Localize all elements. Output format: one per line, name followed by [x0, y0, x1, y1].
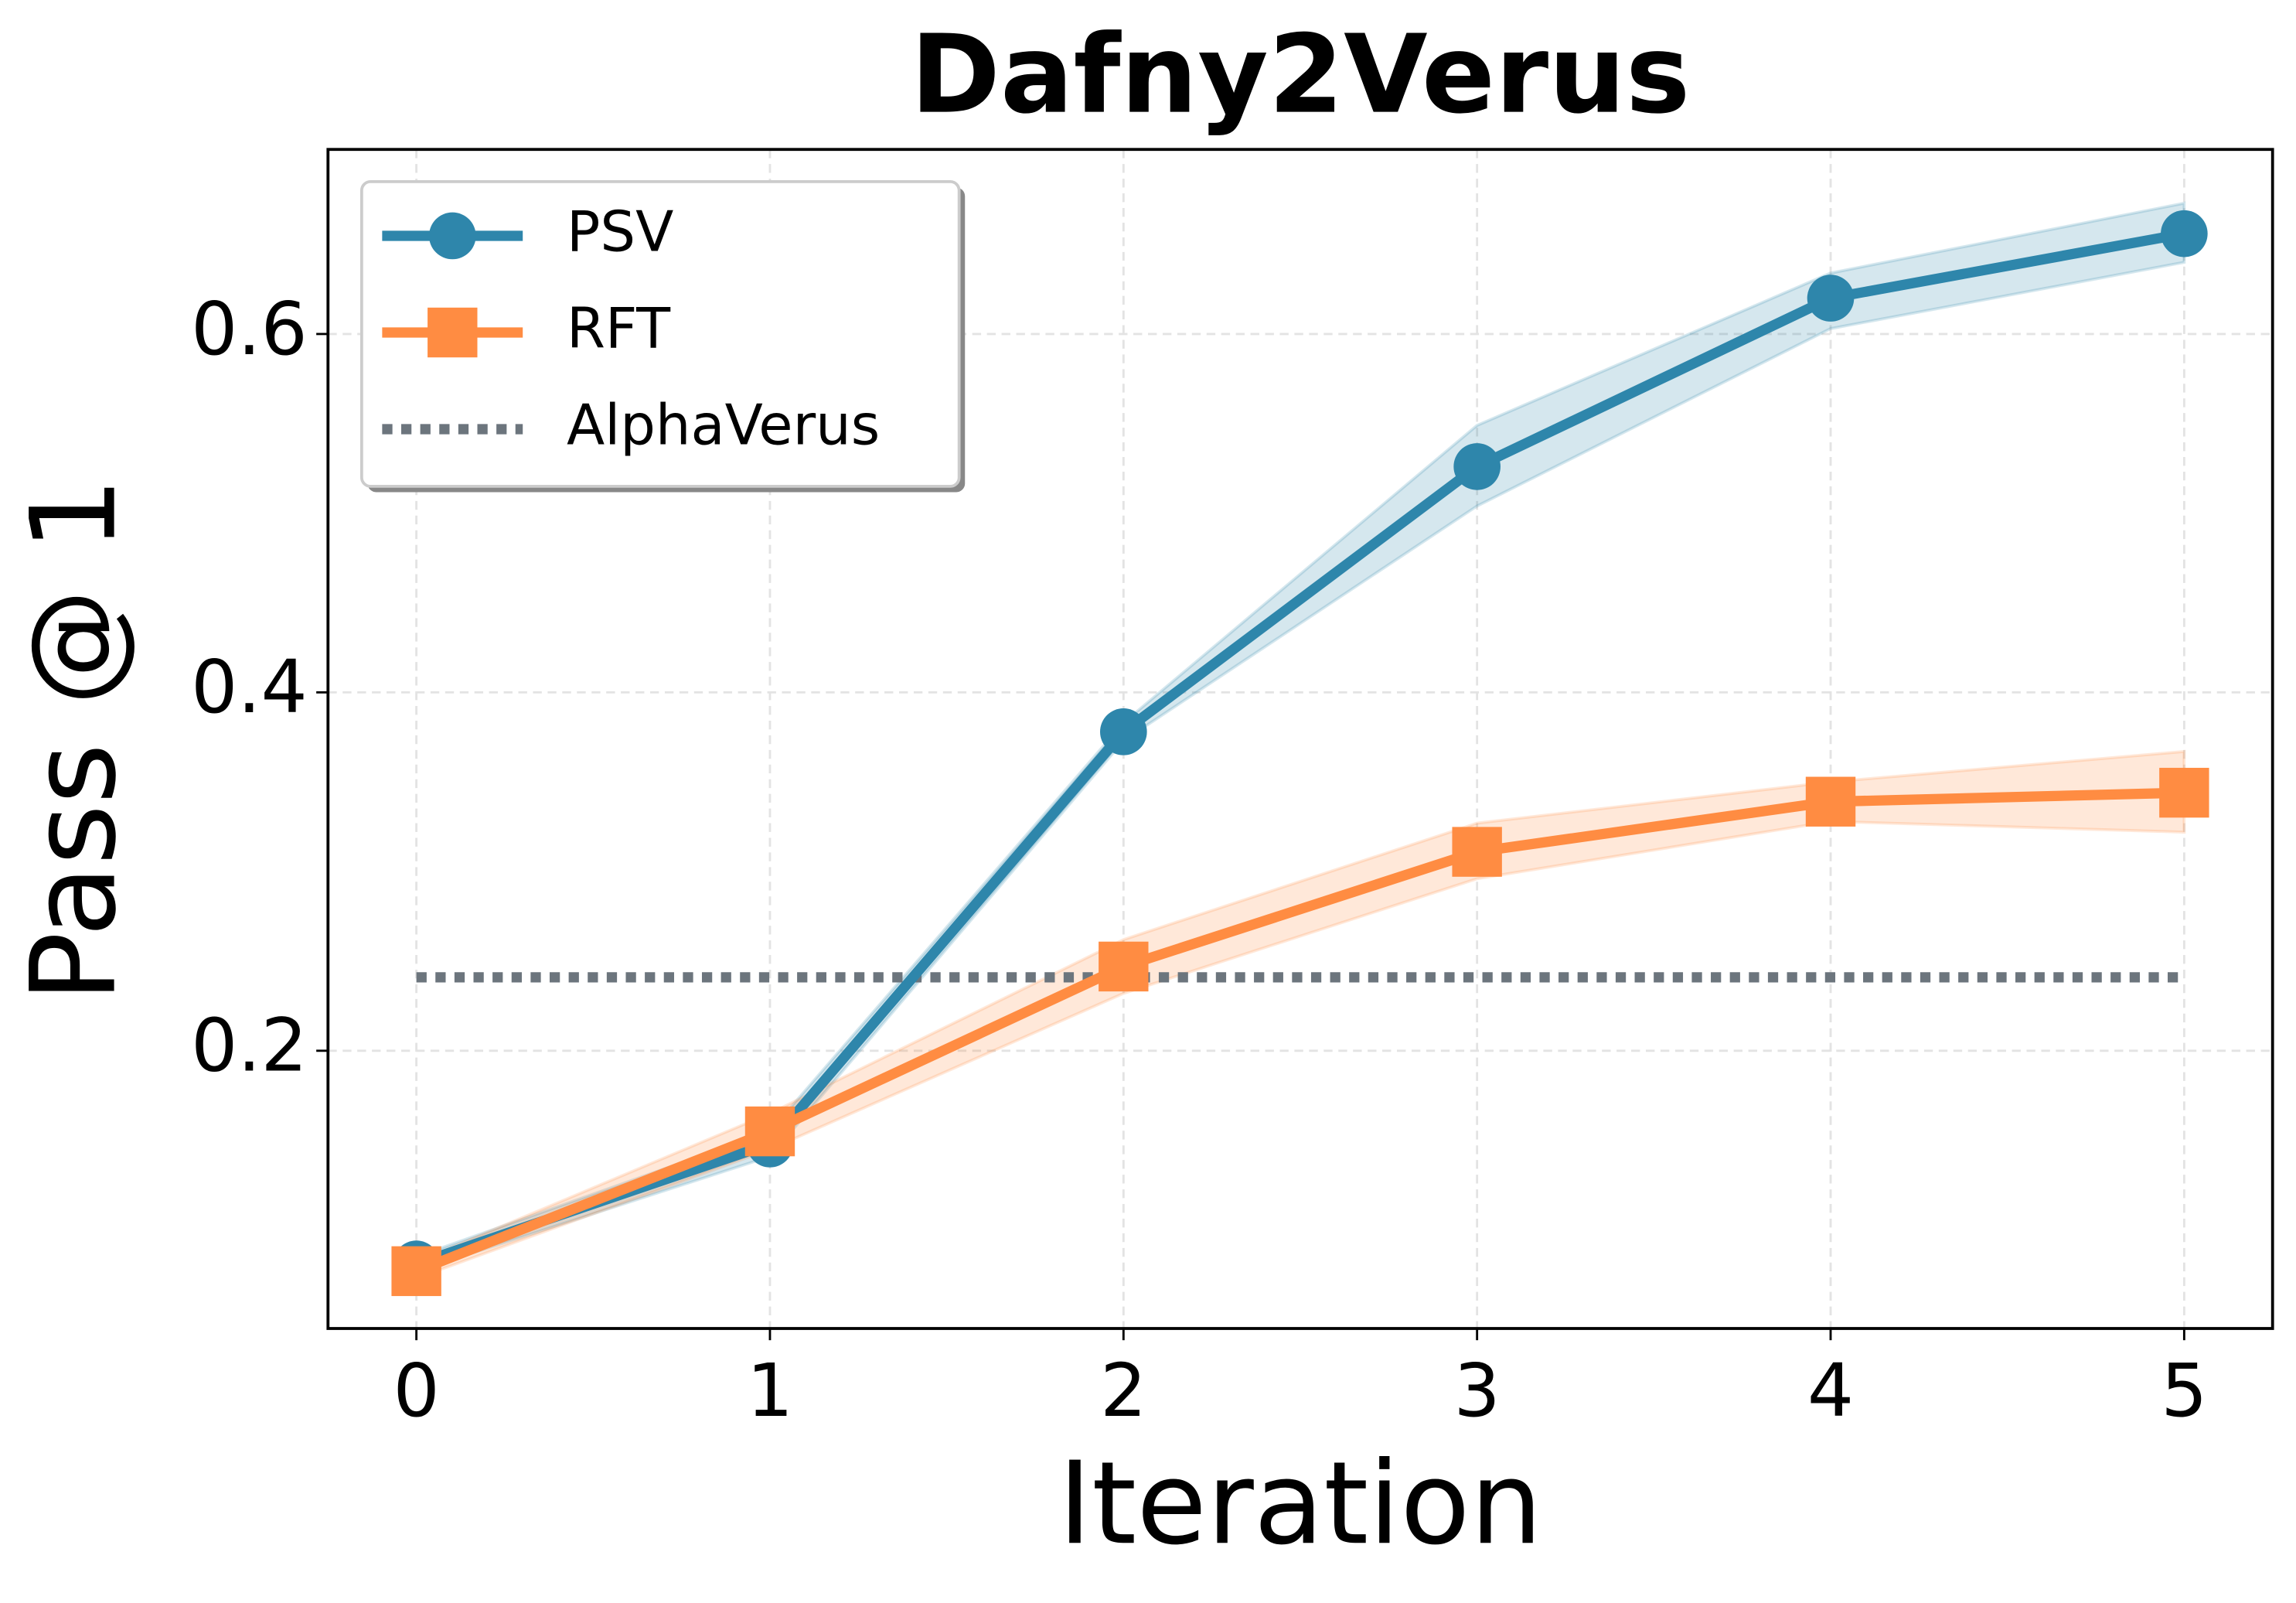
marker [1805, 776, 1856, 827]
y-tick-label: 0.6 [191, 287, 308, 372]
legend-marker [428, 212, 476, 260]
y-axis-label: Pass @ 1 [5, 477, 142, 1003]
marker [1807, 275, 1855, 322]
x-axis-label: Iteration [1058, 1437, 1543, 1570]
x-tick-label: 4 [1807, 1349, 1854, 1434]
marker [2161, 210, 2208, 258]
x-tick-label: 3 [1454, 1349, 1501, 1434]
series-line [414, 228, 2185, 1269]
y-tick-label: 0.4 [191, 645, 308, 730]
marker [1100, 708, 1147, 755]
x-tick-label: 1 [747, 1349, 793, 1434]
chart-title: Dafny2Verus [911, 12, 1691, 138]
marker [744, 1106, 795, 1157]
marker [2159, 767, 2209, 818]
legend-label: AlphaVerus [567, 393, 880, 458]
series-line [414, 787, 2185, 1277]
marker [1452, 827, 1502, 877]
marker [1099, 941, 1149, 992]
plot-frame [326, 148, 2274, 1330]
legend-box [359, 180, 961, 488]
legend-label: RFT [567, 296, 671, 361]
marker [1453, 443, 1501, 490]
y-tick-label: 0.2 [191, 1004, 308, 1089]
legend-label: PSV [567, 200, 673, 264]
legend-marker [428, 307, 478, 358]
x-tick-label: 5 [2161, 1349, 2207, 1434]
x-tick-label: 0 [393, 1349, 439, 1434]
x-tick-label: 2 [1100, 1349, 1146, 1434]
marker [391, 1246, 441, 1297]
legend: PSV RFT AlphaVerus [359, 180, 966, 493]
